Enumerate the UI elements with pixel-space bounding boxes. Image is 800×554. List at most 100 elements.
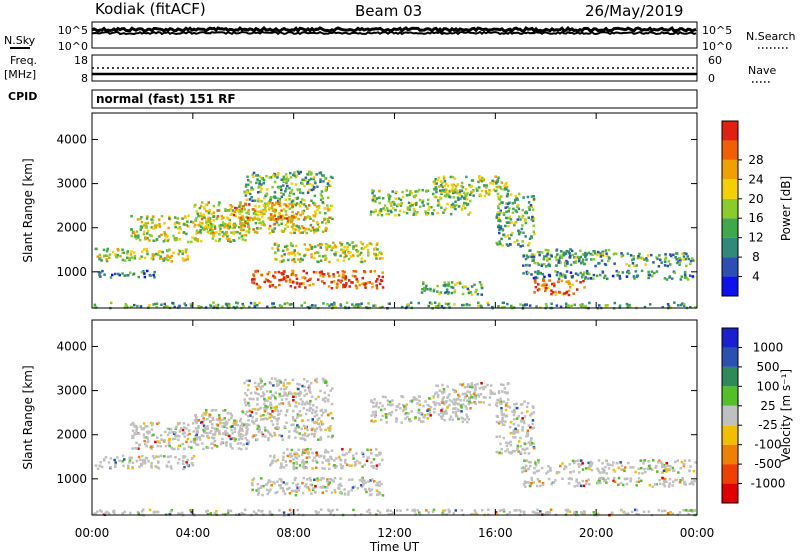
echo-cell	[238, 205, 241, 208]
echo-cell	[259, 486, 263, 489]
echo-cell	[532, 426, 535, 430]
echo-cell	[219, 419, 222, 422]
echo-cell	[522, 304, 525, 307]
echo-cell	[295, 202, 299, 205]
echo-cell	[191, 422, 195, 425]
echo-cell	[340, 279, 343, 282]
echo-cell	[318, 417, 321, 420]
echo-cell	[635, 484, 638, 487]
echo-cell	[528, 264, 531, 267]
echo-cell	[324, 450, 327, 453]
echo-cell	[400, 202, 404, 205]
echo-cell	[358, 479, 362, 482]
echo-cell	[437, 201, 440, 204]
echo-cell	[617, 271, 620, 274]
echo-cell	[502, 400, 506, 403]
echo-cell	[525, 464, 528, 468]
echo-cell	[263, 426, 267, 429]
echo-cell	[297, 226, 300, 229]
echo-cell	[649, 303, 652, 306]
echo-cell	[534, 511, 537, 514]
echo-cell	[228, 209, 231, 212]
echo-cell	[306, 181, 310, 184]
echo-cell	[310, 247, 313, 250]
echo-cell	[394, 208, 397, 212]
echo-cell	[277, 201, 280, 204]
echo-cell	[252, 397, 255, 401]
echo-cell	[378, 463, 381, 466]
echo-cell	[196, 443, 200, 447]
echo-cell	[314, 245, 317, 248]
echo-cell	[381, 494, 385, 497]
echo-cell	[313, 194, 317, 198]
echo-cell	[409, 301, 413, 304]
echo-cell	[103, 273, 106, 276]
echo-cell	[496, 398, 499, 402]
echo-cell	[305, 450, 308, 454]
echo-cell	[320, 414, 324, 417]
echo-cell	[516, 203, 520, 207]
echo-cell	[289, 460, 292, 463]
echo-cell	[144, 222, 147, 225]
echo-cell	[329, 455, 332, 459]
echo-cell	[244, 233, 247, 237]
echo-cell	[290, 423, 293, 427]
echo-cell	[486, 301, 489, 305]
echo-cell	[499, 209, 502, 212]
echo-cell	[323, 207, 326, 210]
echo-cell	[135, 432, 139, 435]
echo-cell	[312, 404, 315, 407]
echo-cell	[215, 304, 218, 307]
echo-cell	[683, 480, 686, 484]
echo-cell	[301, 191, 305, 195]
echo-cell	[303, 434, 306, 437]
echo-cell	[258, 179, 262, 183]
echo-cell	[262, 178, 265, 182]
echo-cell	[147, 440, 150, 443]
echo-cell	[581, 258, 585, 261]
echo-cell	[215, 510, 218, 513]
echo-cell	[300, 282, 304, 285]
echo-cell	[152, 239, 155, 242]
echo-cell	[138, 238, 142, 242]
echo-cell	[684, 508, 688, 512]
echo-cell	[286, 408, 289, 412]
echo-cell	[276, 218, 280, 221]
echo-cell	[280, 195, 283, 199]
echo-cell	[520, 467, 524, 470]
echo-cell	[100, 259, 103, 262]
echo-cell	[666, 512, 670, 515]
echo-cell	[662, 464, 666, 467]
echo-cell	[367, 254, 370, 257]
echo-cell	[504, 408, 508, 412]
echo-cell	[501, 416, 504, 420]
echo-cell	[464, 395, 467, 399]
echo-cell	[337, 274, 341, 277]
echo-cell	[443, 402, 446, 406]
echo-cell	[192, 454, 196, 458]
echo-cell	[145, 444, 148, 448]
echo-cell	[145, 217, 149, 220]
echo-cell	[289, 191, 293, 194]
echo-cell	[176, 221, 179, 224]
echo-cell	[500, 181, 504, 184]
echo-cell	[288, 430, 291, 433]
echo-cell	[440, 417, 444, 420]
echo-cell	[506, 448, 509, 451]
echo-cell	[297, 425, 300, 429]
echo-cell	[229, 240, 232, 243]
echo-cell	[113, 509, 116, 512]
echo-cell	[314, 304, 317, 307]
echo-cell	[465, 413, 468, 416]
echo-cell	[256, 174, 260, 177]
echo-cell	[186, 433, 190, 437]
echo-cell	[271, 305, 274, 308]
echo-cell	[288, 508, 292, 512]
echo-cell	[419, 513, 422, 516]
echo-cell	[405, 403, 408, 406]
echo-cell	[605, 472, 608, 475]
colorbar-swatch	[722, 347, 738, 367]
echo-cell	[685, 252, 688, 256]
echo-cell	[350, 464, 353, 467]
